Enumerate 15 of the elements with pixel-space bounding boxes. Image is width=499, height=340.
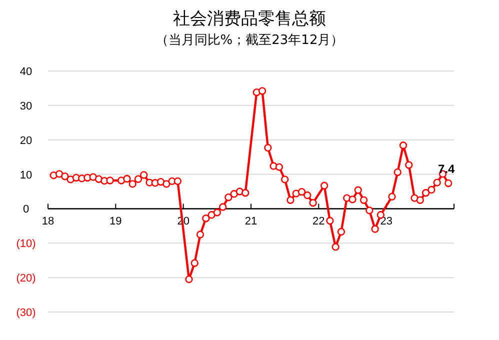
y-tick-label: (20) — [16, 272, 36, 285]
x-tick-label: 19 — [110, 216, 122, 228]
chart-subtitle: （当月同比%；截至23年12月） — [155, 33, 344, 48]
data-label: 7.4 — [438, 162, 456, 176]
y-tick-label: 0 — [22, 204, 30, 216]
y-tick-label: 30 — [20, 100, 32, 112]
y-tick-label: 20 — [20, 134, 32, 147]
x-tick-label: 18 — [42, 216, 54, 228]
y-tick-label: (30) — [16, 307, 36, 319]
chart-title: 社会消费品零售总额 — [173, 9, 326, 29]
y-tick-label: 40 — [20, 66, 32, 78]
y-tick-label: 10 — [20, 169, 32, 182]
y-tick-label: (10) — [16, 238, 36, 250]
x-tick-label: 21 — [244, 216, 258, 228]
x-tick-label: 22 — [312, 216, 325, 228]
